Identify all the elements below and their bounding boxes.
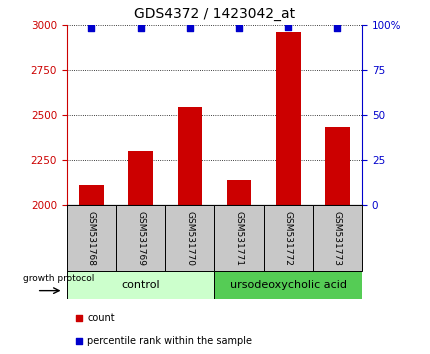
Text: GSM531772: GSM531772 (283, 211, 292, 266)
Bar (128, 151, 153, 205)
Bar (312, 205, 361, 271)
Point (235, 25, 242, 31)
Title: GDS4372 / 1423042_at: GDS4372 / 1423042_at (134, 7, 294, 21)
Text: GSM531768: GSM531768 (87, 211, 96, 266)
Point (186, 25, 193, 31)
Point (137, 25, 144, 31)
Text: growth protocol: growth protocol (23, 274, 95, 283)
Bar (165, 205, 214, 271)
Bar (263, 205, 312, 271)
Point (75, 338, 82, 344)
Text: count: count (87, 313, 115, 323)
Text: GSM531770: GSM531770 (185, 211, 194, 266)
Bar (177, 107, 202, 205)
Bar (324, 127, 349, 205)
Point (333, 25, 340, 31)
Text: ursodeoxycholic acid: ursodeoxycholic acid (229, 280, 346, 290)
Text: GSM531771: GSM531771 (234, 211, 243, 266)
Bar (67, 205, 116, 271)
Bar (79, 184, 104, 205)
Text: percentile rank within the sample: percentile rank within the sample (87, 336, 252, 346)
Text: control: control (121, 280, 160, 290)
Point (88, 25, 95, 31)
Text: GSM531769: GSM531769 (136, 211, 145, 266)
Bar (214, 271, 361, 299)
Point (75, 315, 82, 321)
Bar (116, 205, 165, 271)
Bar (275, 32, 300, 205)
Bar (226, 180, 251, 205)
Point (284, 24, 291, 29)
Bar (214, 205, 263, 271)
Text: GSM531773: GSM531773 (332, 211, 341, 266)
Bar (67, 271, 214, 299)
